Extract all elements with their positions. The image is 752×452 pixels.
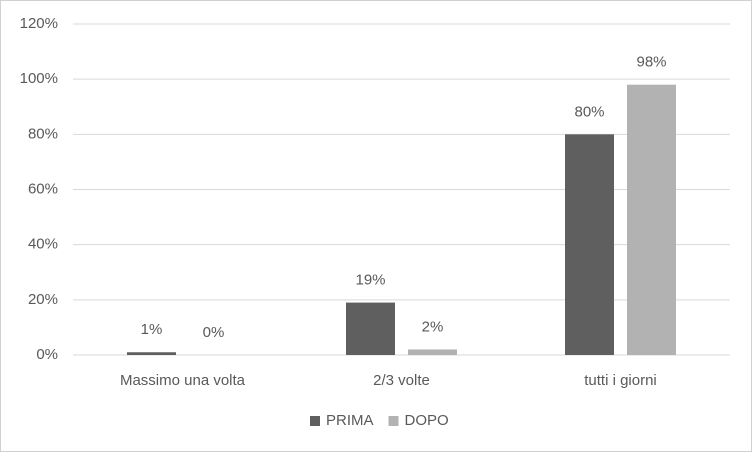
data-label: 1% <box>141 321 163 338</box>
y-tick-label: 20% <box>28 291 58 308</box>
data-label: 0% <box>203 324 225 341</box>
data-label: 98% <box>636 54 666 71</box>
bar <box>565 134 614 355</box>
bar <box>127 352 176 355</box>
y-tick-label: 0% <box>36 346 58 363</box>
data-label: 2% <box>422 318 444 335</box>
y-tick-label: 120% <box>20 15 58 32</box>
y-tick-label: 100% <box>20 70 58 87</box>
y-tick-label: 40% <box>28 236 58 253</box>
legend-label: DOPO <box>405 412 449 429</box>
legend-swatch <box>310 416 320 426</box>
data-label: 19% <box>355 272 385 289</box>
x-tick-label: 2/3 volte <box>373 372 430 389</box>
x-tick-label: tutti i giorni <box>584 372 657 389</box>
data-label: 80% <box>574 103 604 120</box>
legend-swatch <box>388 416 399 426</box>
x-tick-label: Massimo una volta <box>120 372 246 389</box>
bar <box>408 349 457 355</box>
legend-label: PRIMA <box>326 412 374 429</box>
y-tick-label: 80% <box>28 125 58 142</box>
bar <box>346 302 395 355</box>
y-tick-label: 60% <box>28 180 58 197</box>
bar <box>627 84 676 355</box>
